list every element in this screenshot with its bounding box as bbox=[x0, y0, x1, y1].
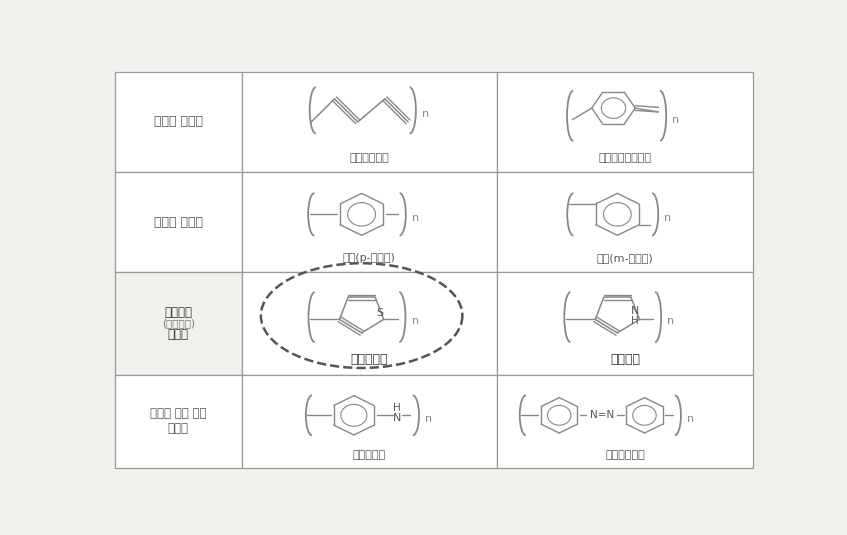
Bar bbox=[115, 374, 241, 469]
Text: n: n bbox=[667, 316, 674, 326]
Text: n: n bbox=[412, 213, 419, 223]
Text: 폴리페닐아세틸렌: 폴리페닐아세틸렌 bbox=[599, 153, 651, 163]
Bar bbox=[241, 374, 497, 469]
Text: H: H bbox=[393, 403, 401, 412]
Text: N: N bbox=[631, 307, 639, 317]
Text: 폴리아세틸렌: 폴리아세틸렌 bbox=[350, 153, 390, 163]
Text: n: n bbox=[422, 109, 429, 119]
Text: 헤테로 원자 포유
참여계: 헤테로 원자 포유 참여계 bbox=[150, 408, 207, 435]
Bar bbox=[115, 72, 241, 172]
Text: 폴리이조벤젠: 폴리이조벤젠 bbox=[606, 449, 645, 460]
Text: n: n bbox=[412, 316, 418, 326]
Text: H: H bbox=[631, 317, 639, 326]
Bar bbox=[497, 272, 753, 374]
Text: 지방족 공역계: 지방족 공역계 bbox=[154, 116, 202, 128]
Bar bbox=[241, 272, 497, 374]
Bar bbox=[115, 172, 241, 272]
Text: N=N: N=N bbox=[590, 410, 614, 421]
Text: n: n bbox=[425, 414, 432, 424]
Text: 옛소환식: 옛소환식 bbox=[164, 306, 192, 319]
Text: 폴리(m-페닐렌): 폴리(m-페닐렌) bbox=[597, 253, 654, 263]
Bar bbox=[497, 374, 753, 469]
Text: n: n bbox=[664, 213, 672, 223]
Text: (異象環式): (異象環式) bbox=[162, 318, 195, 328]
Text: 공역계: 공역계 bbox=[168, 327, 189, 341]
Text: 폴리이닐린: 폴리이닐린 bbox=[353, 449, 386, 460]
Text: 폴리(p-페닐렌): 폴리(p-페닐렌) bbox=[343, 253, 396, 263]
Text: 폴리티오펜: 폴리티오펜 bbox=[351, 353, 388, 365]
Text: S: S bbox=[376, 308, 383, 318]
Bar bbox=[241, 72, 497, 172]
Text: N: N bbox=[393, 414, 401, 423]
Text: 폴리피롤: 폴리피롤 bbox=[610, 353, 640, 365]
Bar bbox=[497, 72, 753, 172]
Text: n: n bbox=[687, 414, 695, 424]
Bar bbox=[115, 272, 241, 374]
Bar bbox=[241, 172, 497, 272]
Text: 방향족 상역계: 방향족 상역계 bbox=[154, 216, 202, 228]
Bar bbox=[497, 172, 753, 272]
Text: n: n bbox=[673, 114, 679, 125]
